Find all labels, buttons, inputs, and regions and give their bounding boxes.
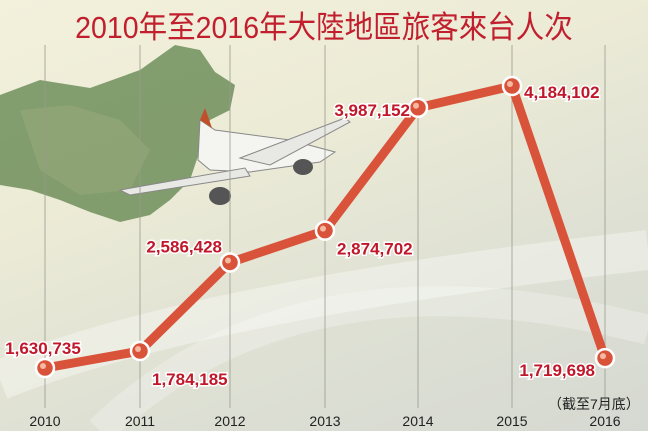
x-tick-label: 2012 [214,413,245,429]
background-decoration [0,230,648,431]
data-points [34,75,616,379]
x-tick-label: 2015 [496,413,527,429]
data-point-highlight [413,102,419,109]
x-axis-ticks: 2010 2011 2012 2013 2014 2015 2016 [29,413,620,429]
china-map-illustration [0,45,235,222]
data-label: 3,987,152 [334,101,410,120]
data-point-highlight [135,346,141,353]
data-label: 4,184,102 [524,83,600,102]
data-label: 1,630,735 [5,339,81,358]
x-tick-label: 2010 [29,413,60,429]
annotation-note: （截至7月底） [548,396,640,412]
data-label: 2,874,702 [337,240,413,259]
x-tick-label: 2016 [589,413,620,429]
chart-title: 2010年至2016年大陸地區旅客來台人次 [75,10,573,45]
data-labels: 1,630,735 1,784,185 2,586,428 2,874,702 3,98… [4,82,601,391]
data-label: 1,784,185 [152,370,228,389]
data-point-highlight [600,353,606,360]
data-label: 2,586,428 [146,237,222,256]
data-point-highlight [40,363,46,369]
data-point-highlight [225,257,231,264]
data-point-highlight [320,225,326,232]
data-label: 1,719,698 [519,361,595,380]
data-point-highlight [507,81,513,88]
x-tick-label: 2011 [125,413,155,429]
x-tick-label: 2013 [309,413,340,429]
airplane-illustration [118,108,351,205]
x-tick-label: 2014 [402,413,433,429]
